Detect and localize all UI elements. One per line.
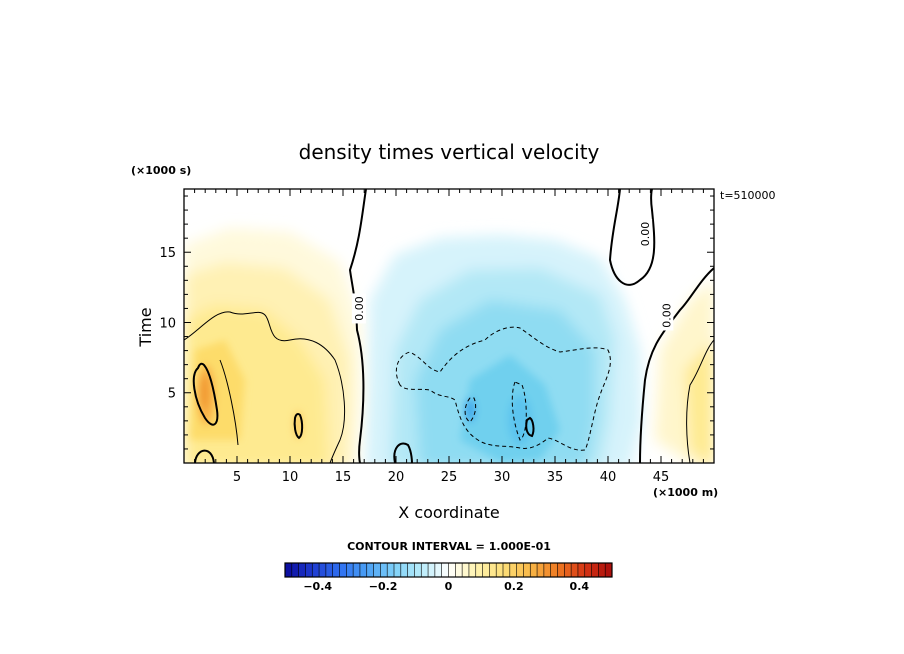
zero-contours (194, 189, 714, 463)
x-tick-label: 10 (282, 470, 299, 485)
contour-label-bg (659, 300, 674, 331)
colorbar-segment (530, 563, 538, 577)
colorbar-segment (482, 563, 490, 577)
colorbar-segment (312, 563, 320, 577)
negative-cores (460, 355, 560, 462)
x-tick-label: 15 (335, 470, 352, 485)
positive-contours (184, 311, 714, 463)
x-axis-label: X coordinate (398, 503, 499, 522)
contour-labels: 0.00 0.00 0.00 (351, 218, 674, 331)
colorbar-segment (503, 563, 511, 577)
colorbar-segment (319, 563, 327, 577)
colorbar-segment (455, 563, 463, 577)
colorbar-segment (400, 563, 408, 577)
colorbar-segment (584, 563, 592, 577)
y-axis: 5 10 15 (159, 195, 714, 450)
colorbar-segment (468, 563, 477, 577)
colorbar-segment (441, 563, 449, 577)
strong-contours (192, 362, 535, 440)
colorbar-segment (462, 563, 470, 577)
x-tick-label: 45 (653, 470, 670, 485)
colorbar-segment (373, 563, 381, 577)
x-unit-label: (×1000 m) (653, 486, 718, 499)
colorbar-segment (516, 563, 524, 577)
colorbar-segment (591, 563, 599, 577)
contour-label: 0.00 (660, 303, 673, 328)
colorbar-segment (366, 563, 374, 577)
colorbar-frame (284, 562, 613, 578)
colorbar-segment (291, 563, 299, 577)
x-tick-label: 35 (547, 470, 564, 485)
x-tick-label: 40 (600, 470, 617, 485)
colorbar-segment (550, 563, 558, 577)
contour-label-bg (351, 293, 366, 324)
chart-title: density times vertical velocity (299, 140, 600, 164)
y-axis-label: Time (136, 307, 155, 347)
colorbar-segment (394, 563, 402, 577)
colorbar-segment (557, 563, 565, 577)
heatmap-field (184, 189, 714, 463)
x-tick-label: 30 (494, 470, 511, 485)
colorbar-tick-label: 0 (445, 580, 453, 593)
colorbar-segment (414, 563, 422, 577)
colorbar-segment (598, 563, 606, 577)
colorbar-segment (489, 563, 497, 577)
colorbar-segment (428, 563, 436, 577)
y-tick-label: 10 (159, 316, 176, 331)
negative-contours (395, 326, 611, 451)
colorbar-segment (359, 563, 368, 577)
colorbar-segment (523, 563, 531, 577)
colorbar-segment (448, 563, 456, 577)
colorbar-segment (496, 563, 504, 577)
colorbar-segment (475, 563, 483, 577)
x-tick-label: 20 (388, 470, 405, 485)
contour-interval-text: CONTOUR INTERVAL = 1.000E-01 (347, 540, 551, 553)
colorbar-segment (577, 563, 586, 577)
contour-label: 0.00 (353, 296, 366, 321)
colorbar-segment (537, 563, 545, 577)
colorbar-segment (407, 563, 415, 577)
contour-label: 0.00 (639, 222, 652, 247)
colorbar-segment (285, 563, 293, 577)
colorbar-segment (509, 563, 517, 577)
colorbar-segment (605, 563, 613, 577)
positive-region-right (655, 280, 714, 463)
colorbar-segment (543, 563, 551, 577)
colorbar (284, 562, 613, 578)
colorbar-tick-label: 0.4 (570, 580, 590, 593)
colorbar-segment (564, 563, 572, 577)
colorbar-segment (421, 563, 429, 577)
colorbar-segment (325, 563, 333, 577)
colorbar-segment (434, 563, 442, 577)
colorbar-segment (571, 563, 579, 577)
contour-label-bg (638, 218, 653, 249)
colorbar-tick-label: 0.2 (504, 580, 524, 593)
x-axis: 5 10 15 20 25 30 35 40 45 (194, 189, 704, 485)
colorbar-segment (332, 563, 340, 577)
y-unit-label: (×1000 s) (131, 164, 191, 177)
colorbar-segment (346, 563, 354, 577)
colorbar-segment (387, 563, 395, 577)
time-stamp: t=510000 (720, 189, 776, 202)
colorbar-segment (298, 563, 306, 577)
colorbar-segment (353, 563, 361, 577)
x-tick-label: 5 (233, 470, 241, 485)
colorbar-segment (339, 563, 347, 577)
colorbar-segment (305, 563, 313, 577)
y-tick-label: 5 (168, 387, 176, 402)
colorbar-segment (380, 563, 388, 577)
colorbar-ticks: −0.4 −0.2 0 0.2 0.4 (303, 580, 589, 593)
colorbar-tick-label: −0.2 (369, 580, 398, 593)
x-tick-label: 25 (441, 470, 458, 485)
colorbar-tick-label: −0.4 (303, 580, 332, 593)
y-tick-label: 15 (159, 246, 176, 261)
